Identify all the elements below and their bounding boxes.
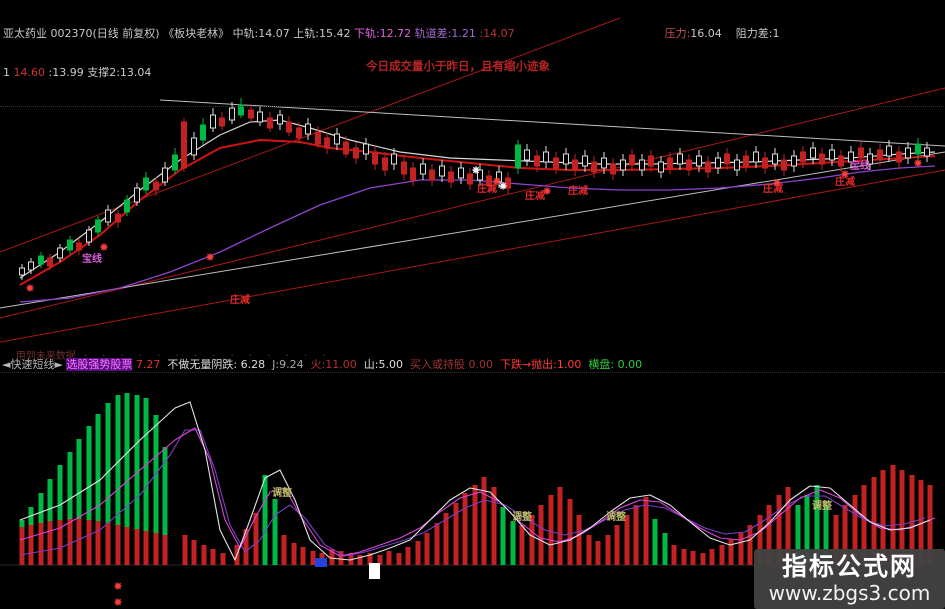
header-field-1: 中轨:14.07: [232, 27, 294, 40]
signal-marker-icon: [499, 182, 507, 190]
indicator-value-bar: ◄快速短线► 选股强势股票 7.27 不做无量阴跌: 6.28 J:9.24 火…: [0, 357, 945, 373]
indicator-field-7[interactable]: 买入或持股 0.00: [406, 358, 497, 371]
panel-marker-rect: [369, 563, 380, 579]
signal-marker-icon: [773, 179, 781, 187]
moving-averages-group: [19, 119, 936, 303]
volume-histogram-group: [0, 393, 945, 566]
signal-marker-icon: [914, 159, 922, 167]
signal-marker-icon: [543, 187, 551, 195]
header-field-2: 上轨:15.42: [293, 27, 354, 40]
watermark: 指标公式网 www.zbgs3.com: [754, 549, 945, 609]
header-field2-1: 14.60: [13, 66, 49, 79]
header-field2-2: :13.99: [48, 66, 88, 79]
header-field-5: :14.07: [479, 27, 515, 40]
header-field-7: 16.04: [690, 27, 736, 40]
signal-marker-icon: [100, 243, 108, 251]
adjust-label: 调整: [812, 501, 832, 512]
indicator-field-2[interactable]: 7.27: [132, 358, 164, 371]
signal-line-label: 宝线: [82, 254, 102, 265]
header-field-6: 压力:: [664, 27, 691, 40]
signal-marker-icon: [472, 166, 480, 174]
signal-marker-icon: [114, 582, 122, 590]
header-field2-3: 支撑2:13.04: [87, 66, 152, 79]
signal-line-label: 宝线: [850, 161, 870, 172]
header-field-4: 轨道差:1.21: [414, 27, 480, 40]
banker-label: 庄减: [835, 177, 855, 188]
banker-label: 庄减: [763, 184, 783, 195]
indicator-field-5[interactable]: 火:11.00: [307, 358, 361, 371]
adjust-label: 调整: [512, 512, 532, 523]
adjust-label: 调整: [272, 488, 292, 499]
indicator-field-4[interactable]: J:9.24: [268, 358, 308, 371]
signal-marker-icon: [206, 253, 214, 261]
header-line2: 1 14.60 :13.99 支撑2:13.04: [3, 66, 945, 79]
banker-label: 庄减: [525, 191, 545, 202]
indicator-field-3[interactable]: 不做无量阴跌: 6.28: [163, 358, 269, 371]
header-field-8: 阻力差:1: [735, 27, 780, 40]
indicator-field-9[interactable]: 横盘: 0.00: [584, 358, 643, 371]
header-field2-0: 1: [3, 66, 14, 79]
signal-markers-group: [26, 159, 922, 606]
panel-marker-rect: [315, 558, 327, 567]
signal-marker-icon: [493, 177, 501, 185]
future-data-note-dots: · · · · · · · · · · · · · ·: [83, 351, 332, 362]
indicator-field-0[interactable]: ◄快速短线►: [2, 358, 67, 371]
banker-label: 庄减: [477, 184, 497, 195]
header-info-bar: 亚太药业 002370(日线 前复权) 《板块老林》 中轨:14.07 上轨:1…: [0, 0, 945, 107]
trendlines-group: [0, 17, 945, 343]
banker-label: 庄减: [568, 186, 588, 197]
watermark-url: www.zbgs3.com: [768, 581, 931, 605]
signal-marker-icon: [841, 170, 849, 178]
indicator-field-1[interactable]: 选股强势股票: [66, 358, 133, 371]
watermark-title: 指标公式网: [781, 552, 917, 581]
header-line1: 亚太药业 002370(日线 前复权) 《板块老林》 中轨:14.07 上轨:1…: [3, 27, 945, 40]
oscillator-lines-group: [19, 401, 936, 561]
adjust-label: 调整: [606, 512, 626, 523]
signal-marker-icon: [114, 598, 122, 606]
banker-label: 庄减: [230, 295, 250, 306]
header-field-0: 亚太药业 002370(日线 前复权) 《板块老林》: [3, 27, 233, 40]
indicator-field-8[interactable]: 下跌→抛出:1.00: [496, 358, 585, 371]
future-data-note-text: 用到未来数据: [15, 351, 76, 362]
future-data-note: 用到未来数据 · · · · · · · · · · · · · ·: [3, 336, 332, 373]
signal-marker-icon: [26, 284, 34, 292]
volume-annotation: 今日成交量小于昨日，且有缩小迹象: [366, 59, 550, 73]
header-field-3: 下轨:12.72: [353, 27, 415, 40]
indicator-field-6[interactable]: 山:5.00: [360, 358, 407, 371]
candles-group: [19, 98, 930, 280]
